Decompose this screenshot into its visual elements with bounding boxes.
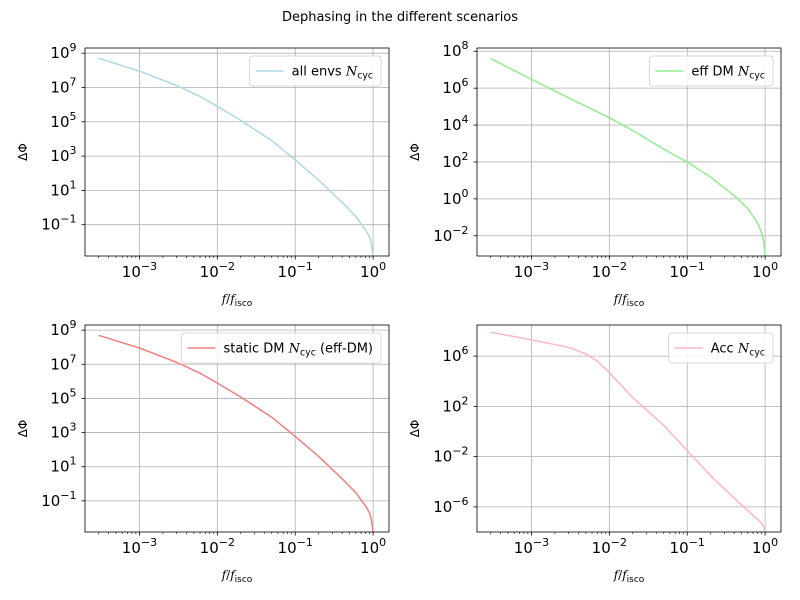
x-tick-label: 100	[752, 536, 778, 557]
x-tick-label: 10−3	[514, 260, 549, 281]
x-tick-label: 10−1	[670, 536, 705, 557]
legend-label: eff DM Ncyc	[691, 65, 765, 82]
y-tick-label: 109	[50, 318, 78, 339]
y-tick-label: 107	[50, 75, 78, 96]
x-tick-label: 100	[360, 260, 386, 281]
x-tick-label: 100	[752, 260, 778, 281]
y-tick-label: 101	[50, 178, 78, 199]
y-tick-label: 100	[442, 187, 470, 208]
series-line-1	[98, 57, 374, 257]
y-tick-label: 105	[50, 386, 78, 407]
series-line-1	[490, 331, 766, 533]
axes-frame	[84, 47, 390, 257]
y-tick-label: 107	[50, 352, 78, 373]
x-axis-label: f/fisco	[613, 292, 645, 309]
x-tick-label: 100	[360, 536, 386, 557]
y-tick-label: 106	[442, 76, 470, 97]
x-tick-label: 10−3	[514, 536, 549, 557]
y-tick-label: 102	[442, 150, 470, 171]
y-axis-label: ΔΦ	[408, 420, 422, 438]
y-tick-label: 10−2	[433, 445, 470, 466]
y-axis-label: ΔΦ	[16, 143, 30, 161]
y-tick-label: 108	[442, 39, 470, 60]
legend-box	[648, 55, 774, 87]
x-tick-label: 10−2	[200, 536, 235, 557]
y-tick-label: 102	[442, 394, 470, 415]
y-tick-label: 109	[50, 41, 78, 62]
x-tick-label: 10−3	[122, 260, 157, 281]
figure-title: Dephasing in the different scenarios	[281, 10, 519, 25]
y-tick-label: 103	[50, 144, 78, 165]
legend-box	[249, 55, 382, 87]
y-tick-label: 105	[50, 110, 78, 131]
y-tick-label: 10−1	[41, 489, 78, 510]
x-axis-label: f/fisco	[221, 568, 253, 585]
x-tick-label: 10−1	[278, 536, 313, 557]
x-tick-label: 10−2	[592, 260, 627, 281]
x-axis-label: f/fisco	[613, 568, 645, 585]
legend-label: static DM Ncyc (eff-DM)	[223, 342, 373, 359]
x-tick-label: 10−3	[122, 536, 157, 557]
y-tick-label: 104	[442, 113, 470, 134]
y-tick-label: 10−6	[433, 495, 470, 516]
y-tick-label: 106	[442, 344, 470, 365]
subplot-4: 10−3 10−2 10−1 100 10−6 10−2 102 106 f/fisco…	[408, 324, 782, 585]
x-axis-label: f/fisco	[221, 292, 253, 309]
x-tick-label: 10−2	[200, 260, 235, 281]
y-axis-label: ΔΦ	[16, 420, 30, 438]
x-tick-label: 10−2	[592, 536, 627, 557]
series-line-1	[98, 334, 374, 533]
y-tick-label: 10−1	[41, 213, 78, 234]
x-tick-label: 10−1	[278, 260, 313, 281]
y-tick-label: 103	[50, 421, 78, 442]
legend-label: all envs Ncyc	[292, 65, 373, 82]
legend-box	[181, 332, 382, 364]
axes-frame	[476, 324, 782, 533]
x-tick-label: 10−1	[670, 260, 705, 281]
y-tick-label: 10−2	[433, 224, 470, 245]
legend-label: Acc Ncyc	[711, 342, 765, 359]
y-tick-label: 101	[50, 455, 78, 476]
axes-frame	[84, 324, 390, 533]
series-line-1	[490, 57, 766, 257]
y-axis-label: ΔΦ	[408, 143, 422, 161]
axes-frame	[476, 47, 782, 257]
legend-box	[668, 332, 774, 364]
